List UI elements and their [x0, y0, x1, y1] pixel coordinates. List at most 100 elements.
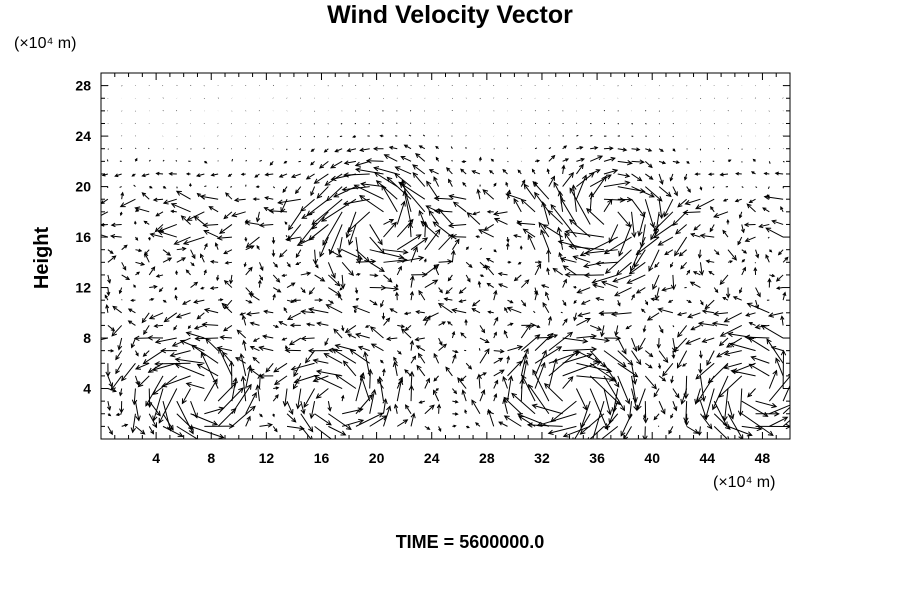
wind-vector	[249, 345, 260, 352]
wind-vector	[341, 261, 354, 277]
wind-vector	[644, 160, 653, 169]
wind-vector	[713, 426, 730, 439]
wind-vector	[709, 224, 715, 233]
wind-vector	[615, 261, 632, 276]
wind-vector	[653, 211, 660, 236]
wind-vector	[686, 186, 691, 193]
wind-vector	[521, 322, 536, 328]
wind-vector	[478, 348, 481, 351]
wind-vector	[285, 234, 288, 238]
wind-vector	[610, 311, 632, 317]
wind-vector	[556, 226, 564, 250]
wind-vector	[640, 308, 646, 314]
wind-vector	[110, 222, 122, 228]
wind-vector	[110, 375, 123, 391]
wind-vector	[704, 388, 715, 420]
wind-vector	[534, 191, 550, 213]
wind-vector	[661, 287, 673, 292]
wind-vector	[383, 274, 393, 283]
wind-vector	[669, 173, 674, 182]
wind-vector	[369, 326, 384, 339]
wind-vector	[428, 169, 439, 175]
wind-vector	[187, 325, 191, 330]
wind-vector	[603, 388, 612, 416]
wind-vector	[176, 257, 187, 263]
wind-vector	[459, 375, 467, 382]
wind-vector	[147, 236, 151, 241]
wind-vector	[424, 404, 435, 415]
wind-vector	[693, 224, 701, 231]
wind-vector	[547, 425, 577, 435]
wind-vector	[174, 294, 178, 301]
wind-vector	[380, 299, 384, 308]
wind-vector	[520, 179, 526, 187]
wind-vector	[273, 375, 288, 386]
x-tick-label: 4	[152, 450, 160, 466]
wind-vector	[564, 229, 605, 238]
wind-vector	[328, 224, 343, 256]
wind-vector	[404, 325, 412, 332]
wind-vector	[415, 345, 426, 352]
wind-vector	[313, 135, 316, 138]
wind-vector	[485, 257, 494, 263]
wind-vector	[483, 224, 494, 231]
wind-vector	[755, 423, 790, 430]
wind-vector	[259, 274, 264, 281]
wind-vector	[540, 229, 550, 250]
wind-vector	[450, 249, 456, 263]
wind-vector	[397, 234, 422, 251]
wind-vector	[323, 353, 343, 364]
wind-vector	[741, 186, 744, 188]
wind-vector	[719, 172, 729, 177]
wind-vector	[580, 299, 591, 305]
wind-vector	[281, 337, 288, 341]
wind-vector	[181, 388, 192, 405]
wind-vector	[190, 400, 198, 419]
wind-vector	[644, 350, 654, 358]
wind-vector	[452, 412, 459, 416]
wind-vector	[306, 198, 329, 216]
wind-vector	[458, 299, 467, 303]
wind-vector	[727, 159, 732, 163]
wind-vector	[560, 311, 563, 314]
wind-vector	[544, 383, 563, 402]
wind-vector	[327, 262, 336, 279]
wind-vector	[625, 324, 632, 330]
wind-vector	[603, 236, 632, 255]
wind-vector	[273, 362, 288, 373]
wind-vector	[658, 186, 672, 198]
wind-vector	[259, 422, 274, 428]
wind-vector	[452, 388, 458, 395]
wind-vector	[149, 185, 153, 189]
wind-vector	[193, 324, 205, 330]
wind-vector	[755, 300, 760, 310]
wind-vector	[726, 218, 730, 225]
wind-vector	[396, 200, 406, 225]
x-tick-label: 16	[314, 450, 330, 466]
wind-vector	[230, 186, 233, 188]
wind-vector	[768, 161, 771, 164]
wind-vector	[550, 203, 577, 238]
wind-vector	[148, 426, 155, 435]
wind-vector	[369, 236, 385, 255]
wind-vector	[589, 174, 612, 188]
wind-vector	[534, 147, 538, 150]
wind-vector	[603, 180, 631, 188]
wind-vector	[328, 299, 334, 304]
wind-vector	[397, 255, 425, 263]
wind-vector	[424, 228, 441, 250]
wind-vector	[155, 211, 164, 217]
wind-vector	[394, 291, 399, 301]
wind-vector	[216, 345, 233, 352]
wind-vector	[493, 217, 508, 225]
wind-vector	[162, 185, 167, 189]
wind-vector	[158, 223, 177, 233]
wind-vector	[562, 346, 598, 352]
wind-vector	[244, 237, 248, 242]
wind-vector	[340, 123, 343, 125]
wind-vector	[409, 339, 415, 351]
wind-vector	[727, 413, 744, 439]
wind-vector	[264, 196, 274, 201]
wind-vector	[149, 297, 155, 302]
wind-vector	[546, 168, 550, 175]
